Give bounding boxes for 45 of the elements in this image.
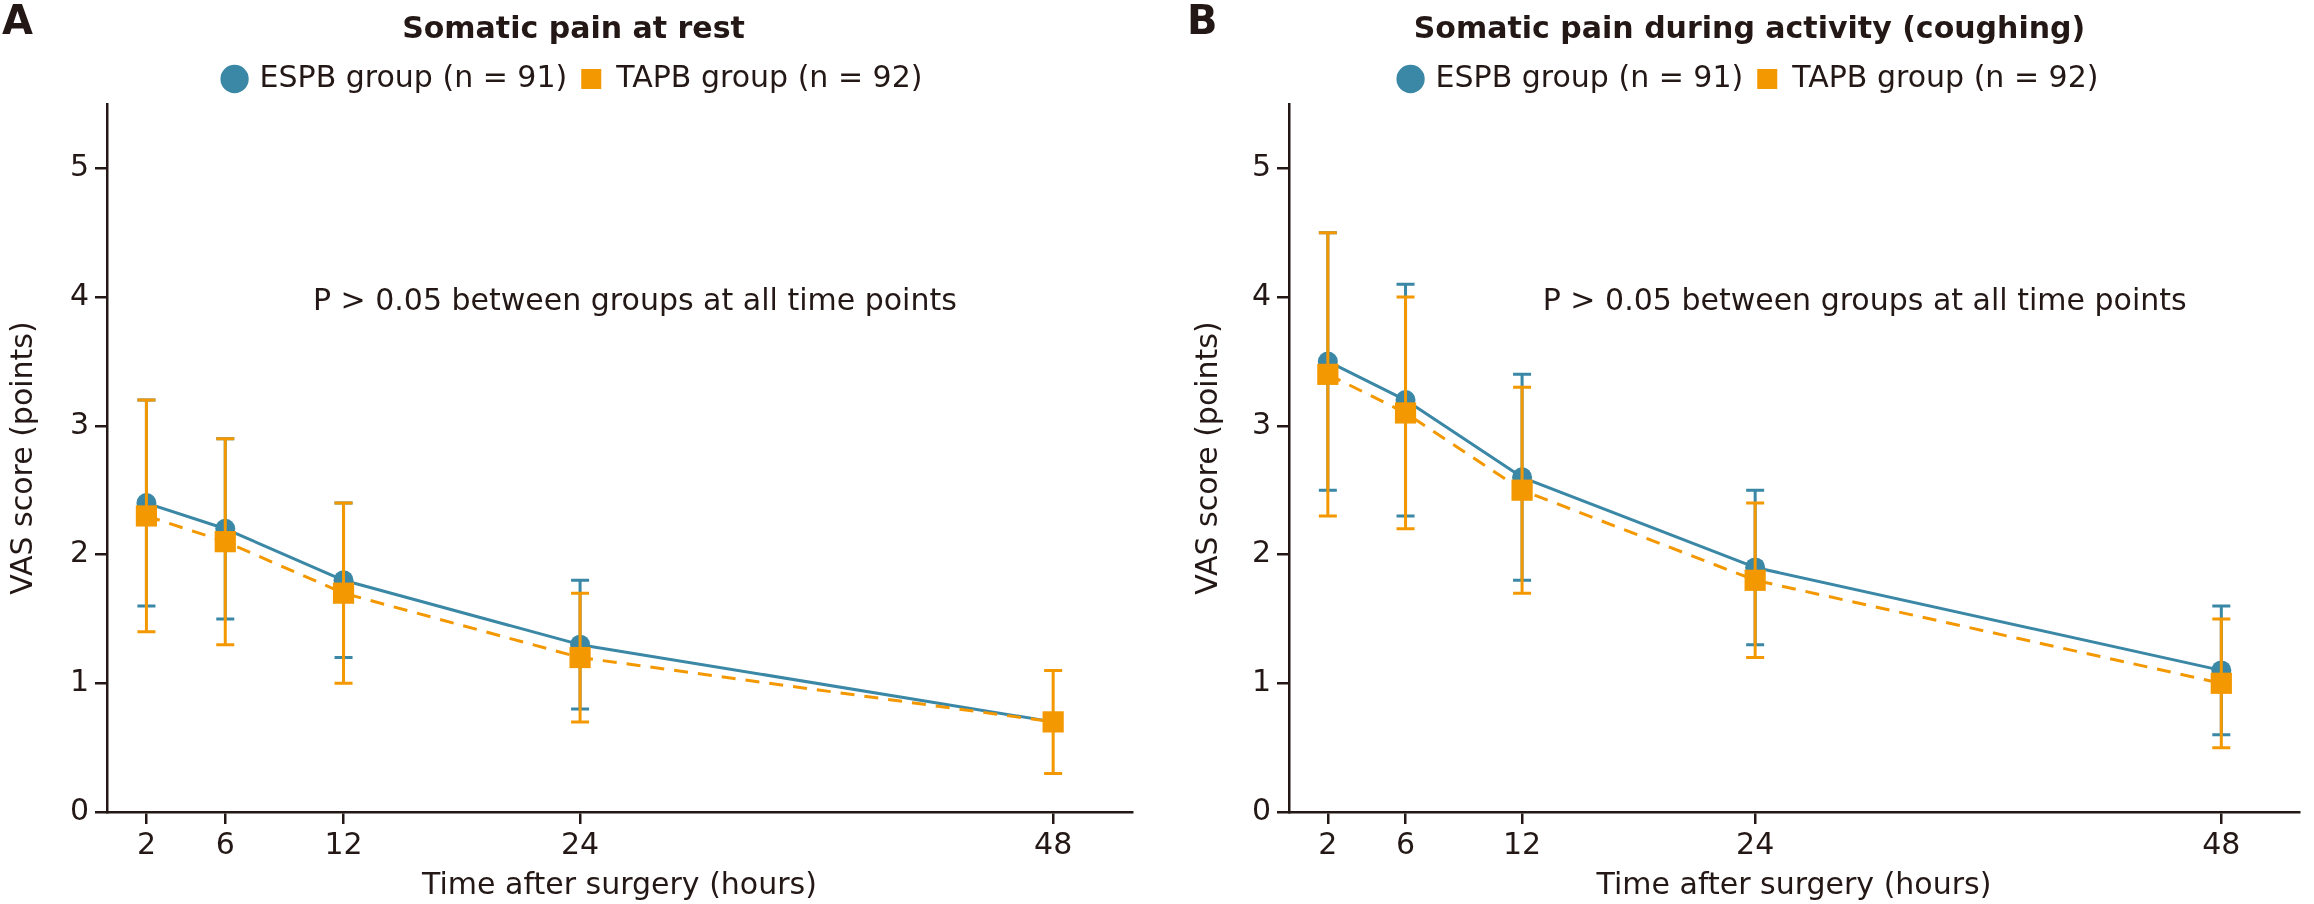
point bbox=[1744, 569, 1766, 591]
y-tick-label: 4 bbox=[1251, 276, 1271, 312]
y-axis-title: VAS score (points) bbox=[1188, 321, 1224, 595]
point bbox=[214, 531, 236, 553]
point bbox=[135, 505, 158, 527]
y-tick-label: 4 bbox=[69, 276, 89, 312]
point bbox=[2210, 672, 2232, 694]
x-tick-label: 24 bbox=[1736, 825, 1775, 861]
x-tick-label: 12 bbox=[324, 825, 363, 861]
x-tick-label: 48 bbox=[2202, 825, 2241, 861]
annotation: P > 0.05 between groups at all time points bbox=[1542, 282, 2187, 318]
y-tick-label: 2 bbox=[69, 534, 89, 570]
y-tick-label: 0 bbox=[69, 791, 89, 827]
text: B bbox=[1187, 0, 1218, 44]
x-tick-label: 6 bbox=[215, 825, 235, 861]
annotation: P > 0.05 between groups at all time points bbox=[312, 282, 957, 318]
y-axis-title: VAS score (points) bbox=[3, 321, 39, 595]
point bbox=[1394, 402, 1417, 424]
y-tick-label: 3 bbox=[1251, 405, 1271, 441]
point bbox=[332, 582, 355, 604]
y-tick-label: 2 bbox=[1251, 534, 1271, 570]
legend-label: TAPB group (n = 92) bbox=[615, 58, 923, 94]
point bbox=[1511, 479, 1533, 501]
y-tick-label: 5 bbox=[1251, 148, 1271, 184]
chart-title: Somatic pain at rest bbox=[402, 9, 745, 45]
point bbox=[1317, 363, 1339, 385]
y-tick-label: 1 bbox=[69, 663, 89, 699]
x-axis-title: Time after surgery (hours) bbox=[1595, 865, 1992, 901]
text: A bbox=[2, 0, 33, 44]
y-tick-label: 0 bbox=[1251, 791, 1271, 827]
point bbox=[569, 646, 591, 669]
y-tick-label: 3 bbox=[69, 405, 89, 441]
y-tick-label: 1 bbox=[1251, 663, 1271, 699]
legend-label: ESPB group (n = 91) bbox=[1435, 58, 1744, 94]
x-tick-label: 48 bbox=[1034, 825, 1073, 861]
y-tick-label: 5 bbox=[69, 148, 89, 184]
x-tick-label: 2 bbox=[136, 825, 156, 861]
legend-label: TAPB group (n = 92) bbox=[1791, 58, 2099, 94]
x-axis-title: Time after surgery (hours) bbox=[421, 865, 817, 901]
x-tick-label: 6 bbox=[1395, 825, 1416, 861]
x-tick-label: 12 bbox=[1502, 825, 1542, 861]
chart-title: Somatic pain during activity (coughing) bbox=[1413, 9, 2086, 45]
legend-label: ESPB group (n = 91) bbox=[259, 58, 568, 94]
x-tick-label: 24 bbox=[560, 825, 600, 861]
x-tick-label: 2 bbox=[1318, 825, 1338, 861]
